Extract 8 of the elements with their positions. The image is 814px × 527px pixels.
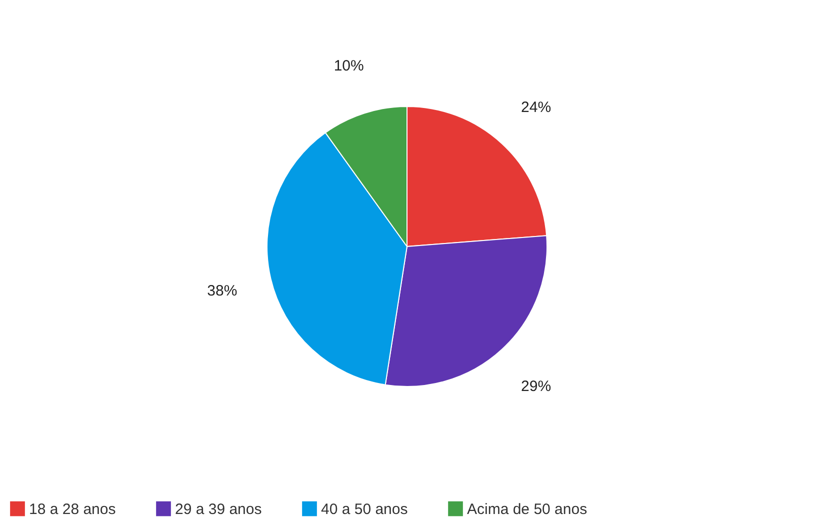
legend-label: 18 a 28 anos: [29, 500, 116, 518]
data-label: 38%: [207, 282, 238, 300]
data-label: 24%: [521, 99, 552, 116]
legend-label: 29 a 39 anos: [175, 500, 262, 518]
data-label: 29%: [521, 378, 552, 395]
legend-label: 40 a 50 anos: [321, 500, 408, 518]
data-label: 10%: [334, 58, 364, 75]
legend-label: Acima de 50 anos: [467, 500, 588, 518]
